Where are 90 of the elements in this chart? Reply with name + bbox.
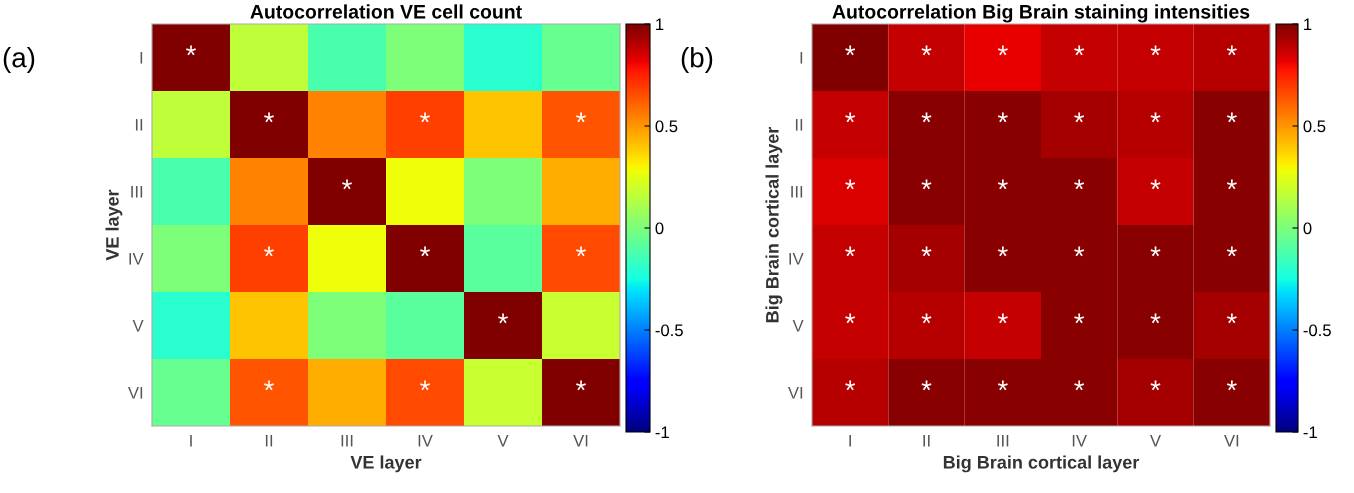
data-label: *: [1150, 313, 1161, 324]
data-label: *: [845, 380, 856, 391]
x-tick-label: VI: [573, 434, 588, 447]
data-label: *: [1226, 45, 1237, 56]
data-label: *: [921, 45, 932, 56]
data-label: *: [1226, 179, 1237, 190]
y-axis-title: Big Brain cortical layer: [765, 126, 783, 323]
text: (b): [681, 47, 713, 73]
x-tick-label: IV: [418, 434, 433, 447]
y-tick-label: I: [140, 52, 143, 64]
data-label: *: [997, 380, 1008, 391]
data-label: *: [997, 246, 1008, 257]
data-label: *: [845, 112, 856, 123]
x-tick-label: III: [997, 434, 1009, 447]
data-label: *: [1226, 246, 1237, 257]
data-label: *: [264, 380, 274, 391]
x-tick-label: I: [849, 434, 851, 447]
data-label: *: [576, 112, 586, 123]
data-label: *: [420, 112, 430, 123]
y-tick-label: I: [800, 52, 803, 64]
data-label: *: [997, 112, 1008, 123]
color-bar-label: 0.5: [655, 120, 678, 133]
x-tick-label: V: [497, 434, 509, 447]
data-label: *: [997, 313, 1008, 324]
y-tick-label: II: [135, 119, 143, 131]
data-label: *: [576, 380, 586, 391]
data-label: *: [1074, 179, 1085, 190]
y-tick-label: V: [792, 320, 804, 332]
data-label: *: [845, 313, 856, 324]
data-label: *: [342, 179, 352, 190]
y-tick-label: III: [131, 186, 143, 198]
data-label: *: [921, 380, 932, 391]
data-label: *: [576, 246, 586, 257]
data-label: *: [1226, 112, 1237, 123]
data-label: *: [264, 246, 274, 257]
data-label: *: [997, 179, 1008, 190]
color-bar-label: 0: [1303, 222, 1312, 235]
chart-title: Autocorrelation Big Brain staining intensities: [832, 4, 1250, 23]
text: (a): [3, 47, 35, 73]
x-tick-label: II: [923, 434, 930, 447]
data-label: *: [921, 112, 932, 123]
data-label: *: [498, 313, 508, 324]
x-tick-label: II: [265, 434, 273, 447]
y-tick-label: VI: [127, 387, 143, 399]
data-label: *: [1150, 246, 1161, 257]
color-bar-label: 0.5: [1303, 120, 1326, 133]
y-tick-label: VI: [787, 387, 803, 399]
data-label: *: [921, 313, 932, 324]
y-tick-label: V: [132, 320, 144, 332]
data-label: *: [1074, 313, 1085, 324]
color-bar-label: -1: [1303, 426, 1317, 439]
data-label: *: [1074, 45, 1085, 56]
data-label: *: [997, 45, 1008, 56]
y-tick-label: IV: [789, 253, 804, 265]
data-label: *: [845, 246, 856, 257]
data-label: *: [921, 246, 932, 257]
data-label: *: [264, 112, 274, 123]
data-label: *: [1074, 112, 1085, 123]
x-tick-label: I: [190, 434, 192, 447]
data-label: *: [921, 179, 932, 190]
chart-title: Autocorrelation VE cell count: [250, 4, 522, 19]
data-label: *: [1226, 380, 1237, 391]
data-label: *: [420, 246, 430, 257]
data-label: *: [420, 380, 430, 391]
data-label: *: [1074, 380, 1085, 391]
y-tick-label: IV: [129, 253, 144, 265]
x-tick-label: III: [341, 434, 353, 447]
data-label: *: [1150, 45, 1161, 56]
data-label: *: [1150, 179, 1161, 190]
color-bar-label: 1: [1304, 18, 1312, 31]
data-label: *: [845, 179, 856, 190]
y-axis-title: VE layer: [105, 189, 123, 261]
color-bar-label: 1: [656, 18, 664, 31]
color-bar-label: -0.5: [1303, 324, 1331, 337]
x-axis-title: VE layer: [350, 455, 422, 473]
x-tick-label: IV: [1072, 434, 1087, 447]
data-label: *: [186, 45, 196, 56]
y-tick-label: III: [791, 186, 803, 198]
data-label: *: [1150, 380, 1161, 391]
x-tick-label: V: [1150, 434, 1161, 447]
color-bar-label: -1: [655, 426, 669, 439]
x-tick-label: VI: [1224, 434, 1239, 447]
data-label: *: [1226, 313, 1237, 324]
x-axis-title: Big Brain cortical layer: [943, 455, 1140, 473]
data-label: *: [1074, 246, 1085, 257]
data-label: *: [845, 45, 856, 56]
color-bar-label: -0.5: [655, 324, 683, 337]
y-tick-label: II: [795, 119, 803, 131]
data-label: *: [1150, 112, 1161, 123]
color-bar-label: 0: [655, 222, 664, 235]
